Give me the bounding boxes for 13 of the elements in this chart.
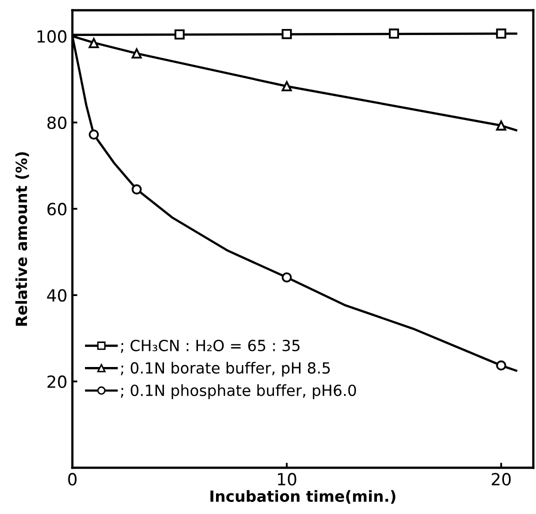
x-axis-title: Incubation time(min.) — [210, 490, 396, 504]
y-tick-label: 20 — [48, 375, 66, 388]
y-axis-title: Relative amount (%) — [15, 152, 29, 326]
y-tick-label: 100 — [38, 30, 66, 43]
legend-label: ; 0.1N phosphate buffer, pH6.0 — [120, 384, 356, 400]
x-tick-label: 10 — [278, 472, 296, 486]
x-tick-label: 0 — [68, 472, 77, 486]
legend-label: ; 0.1N borate buffer, pH 8.5 — [120, 362, 330, 377]
y-tick-label: 40 — [47, 289, 66, 302]
y-tick-label: 60 — [47, 202, 66, 216]
x-tick-label: 20 — [492, 472, 511, 486]
legend-label: ; CH₃CN : H₂O = 65 : 35 — [120, 340, 300, 353]
y-tick-label: 80 — [47, 116, 66, 130]
